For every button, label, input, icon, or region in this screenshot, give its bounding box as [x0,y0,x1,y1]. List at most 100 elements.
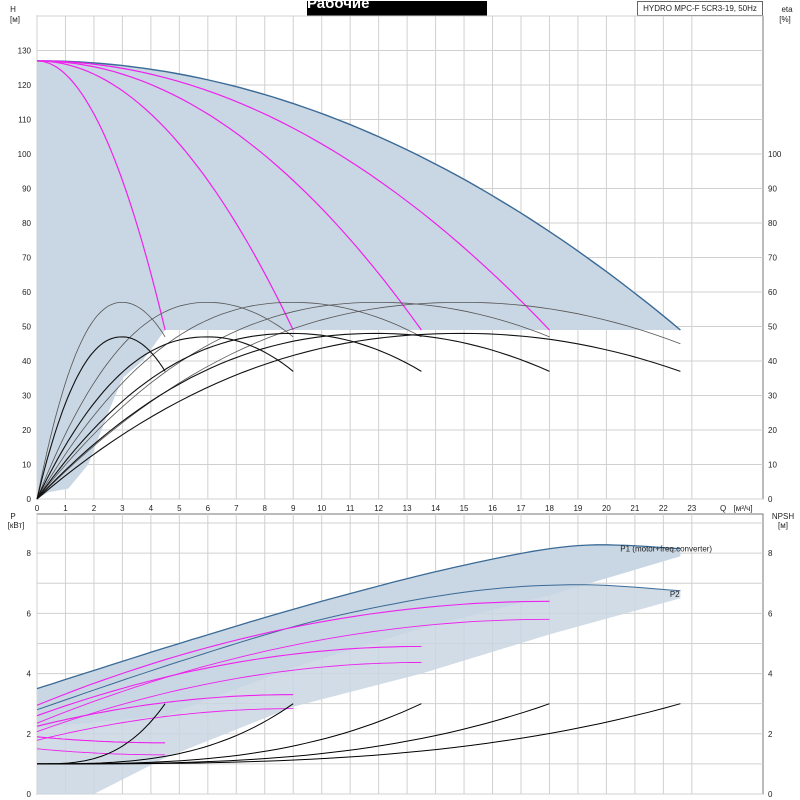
x-tick-label: 13 [403,504,412,513]
npsh-tick: 4 [768,670,773,679]
x-tick-label: 20 [602,504,611,513]
efficiency-curve-lower [36,336,294,500]
x-tick-label: 5 [177,504,182,513]
head-y-tick: 120 [18,81,32,90]
x-tick-label: 9 [291,504,296,513]
npsh-tick: 8 [768,549,773,558]
x-tick-label: 22 [659,504,668,513]
npsh-axis-unit: [м] [778,521,788,530]
head-y-tick: 20 [22,426,31,435]
efficiency-curve-upper [36,302,681,500]
eta-tick: 20 [768,426,777,435]
eta-tick: 0 [768,495,773,504]
head-envelope-area [37,60,681,500]
p1-series-label: P1 (motor+freq.converter) [620,545,712,554]
power-speed-curve [36,694,294,727]
eta-tick: 70 [768,254,777,263]
efficiency-curve-lower [36,332,550,500]
power-y-tick: 0 [27,790,32,799]
p2-series-label: P2 [670,590,680,599]
x-tick-label: 12 [374,504,383,513]
x-tick-label: 10 [317,504,326,513]
x-tick-label: 3 [120,504,125,513]
head-speed-curve [36,60,550,331]
head-y-tick: 30 [22,392,31,401]
x-axis-label: Q [720,504,726,513]
power-speed-curve [36,645,422,717]
efficiency-curve-upper [36,302,166,500]
npsh-curve [37,703,681,765]
x-tick-label: 21 [630,504,639,513]
x-tick-label: 19 [573,504,582,513]
power-y-tick: 8 [27,549,32,558]
eta-tick: 90 [768,185,777,194]
eta-axis-label: eta [781,5,793,14]
eta-tick: 10 [768,461,777,470]
power-speed-curve-p2 [36,618,550,724]
x-tick-label: 1 [63,504,68,513]
head-y-tick: 130 [18,47,32,56]
efficiency-curve-upper [36,302,550,500]
head-axis-unit: [м] [10,15,20,24]
head-y-tick: 40 [22,357,31,366]
x-tick-label: 2 [92,504,97,513]
npsh-axis-label: NPSH [772,512,794,521]
power-speed-curve [36,736,166,744]
efficiency-curve-lower [36,332,681,500]
x-tick-label: 18 [545,504,554,513]
efficiency-curve-upper [36,302,422,500]
x-tick-label: 7 [234,504,239,513]
power-speed-curve-p2 [36,748,166,756]
efficiency-curve-lower [36,336,166,500]
x-tick-label: 23 [687,504,696,513]
efficiency-curve-upper [36,302,294,500]
x-tick-label: 0 [35,504,40,513]
x-tick-label: 16 [488,504,497,513]
head-y-tick: 70 [22,254,31,263]
head-y-tick: 80 [22,219,31,228]
npsh-tick: 2 [768,730,773,739]
p2-curve [36,584,681,711]
eta-tick: 100 [768,150,782,159]
power-axis-unit: [кВт] [8,521,25,530]
power-speed-curve [36,600,550,706]
eta-tick: 50 [768,323,777,332]
power-y-tick: 6 [27,609,32,618]
x-tick-label: 4 [149,504,154,513]
head-speed-curve [36,60,422,331]
head-y-tick: 60 [22,288,31,297]
eta-tick: 60 [768,288,777,297]
power-envelope-band-lower [37,584,681,794]
npsh-tick: 6 [768,609,773,618]
eta-tick: 30 [768,392,777,401]
power-y-tick: 2 [27,730,32,739]
head-y-tick: 90 [22,185,31,194]
head-envelope-edge [37,60,681,331]
x-axis-unit: [м³/ч] [734,504,753,513]
npsh-tick: 0 [768,790,773,799]
x-tick-label: 17 [517,504,526,513]
head-y-tick: 10 [22,461,31,470]
x-tick-label: 8 [263,504,268,513]
eta-tick: 40 [768,357,777,366]
head-y-tick: 100 [18,150,32,159]
head-y-tick: 0 [27,495,32,504]
x-tick-label: 15 [460,504,469,513]
power-speed-curve-p2 [36,662,422,733]
head-speed-curve [36,60,166,331]
p1-curve [36,544,681,690]
x-tick-label: 11 [346,504,355,513]
efficiency-curve-lower [36,332,422,500]
head-y-tick: 50 [22,323,31,332]
power-speed-curve-p2 [36,708,294,741]
power-axis-label: P [10,512,15,521]
eta-tick: 80 [768,219,777,228]
head-axis-label: H [10,5,16,14]
x-tick-label: 14 [431,504,440,513]
head-speed-curve [36,60,294,331]
x-tick-label: 6 [206,504,211,513]
head-y-tick: 110 [18,116,31,125]
eta-axis-unit: [%] [779,15,791,24]
